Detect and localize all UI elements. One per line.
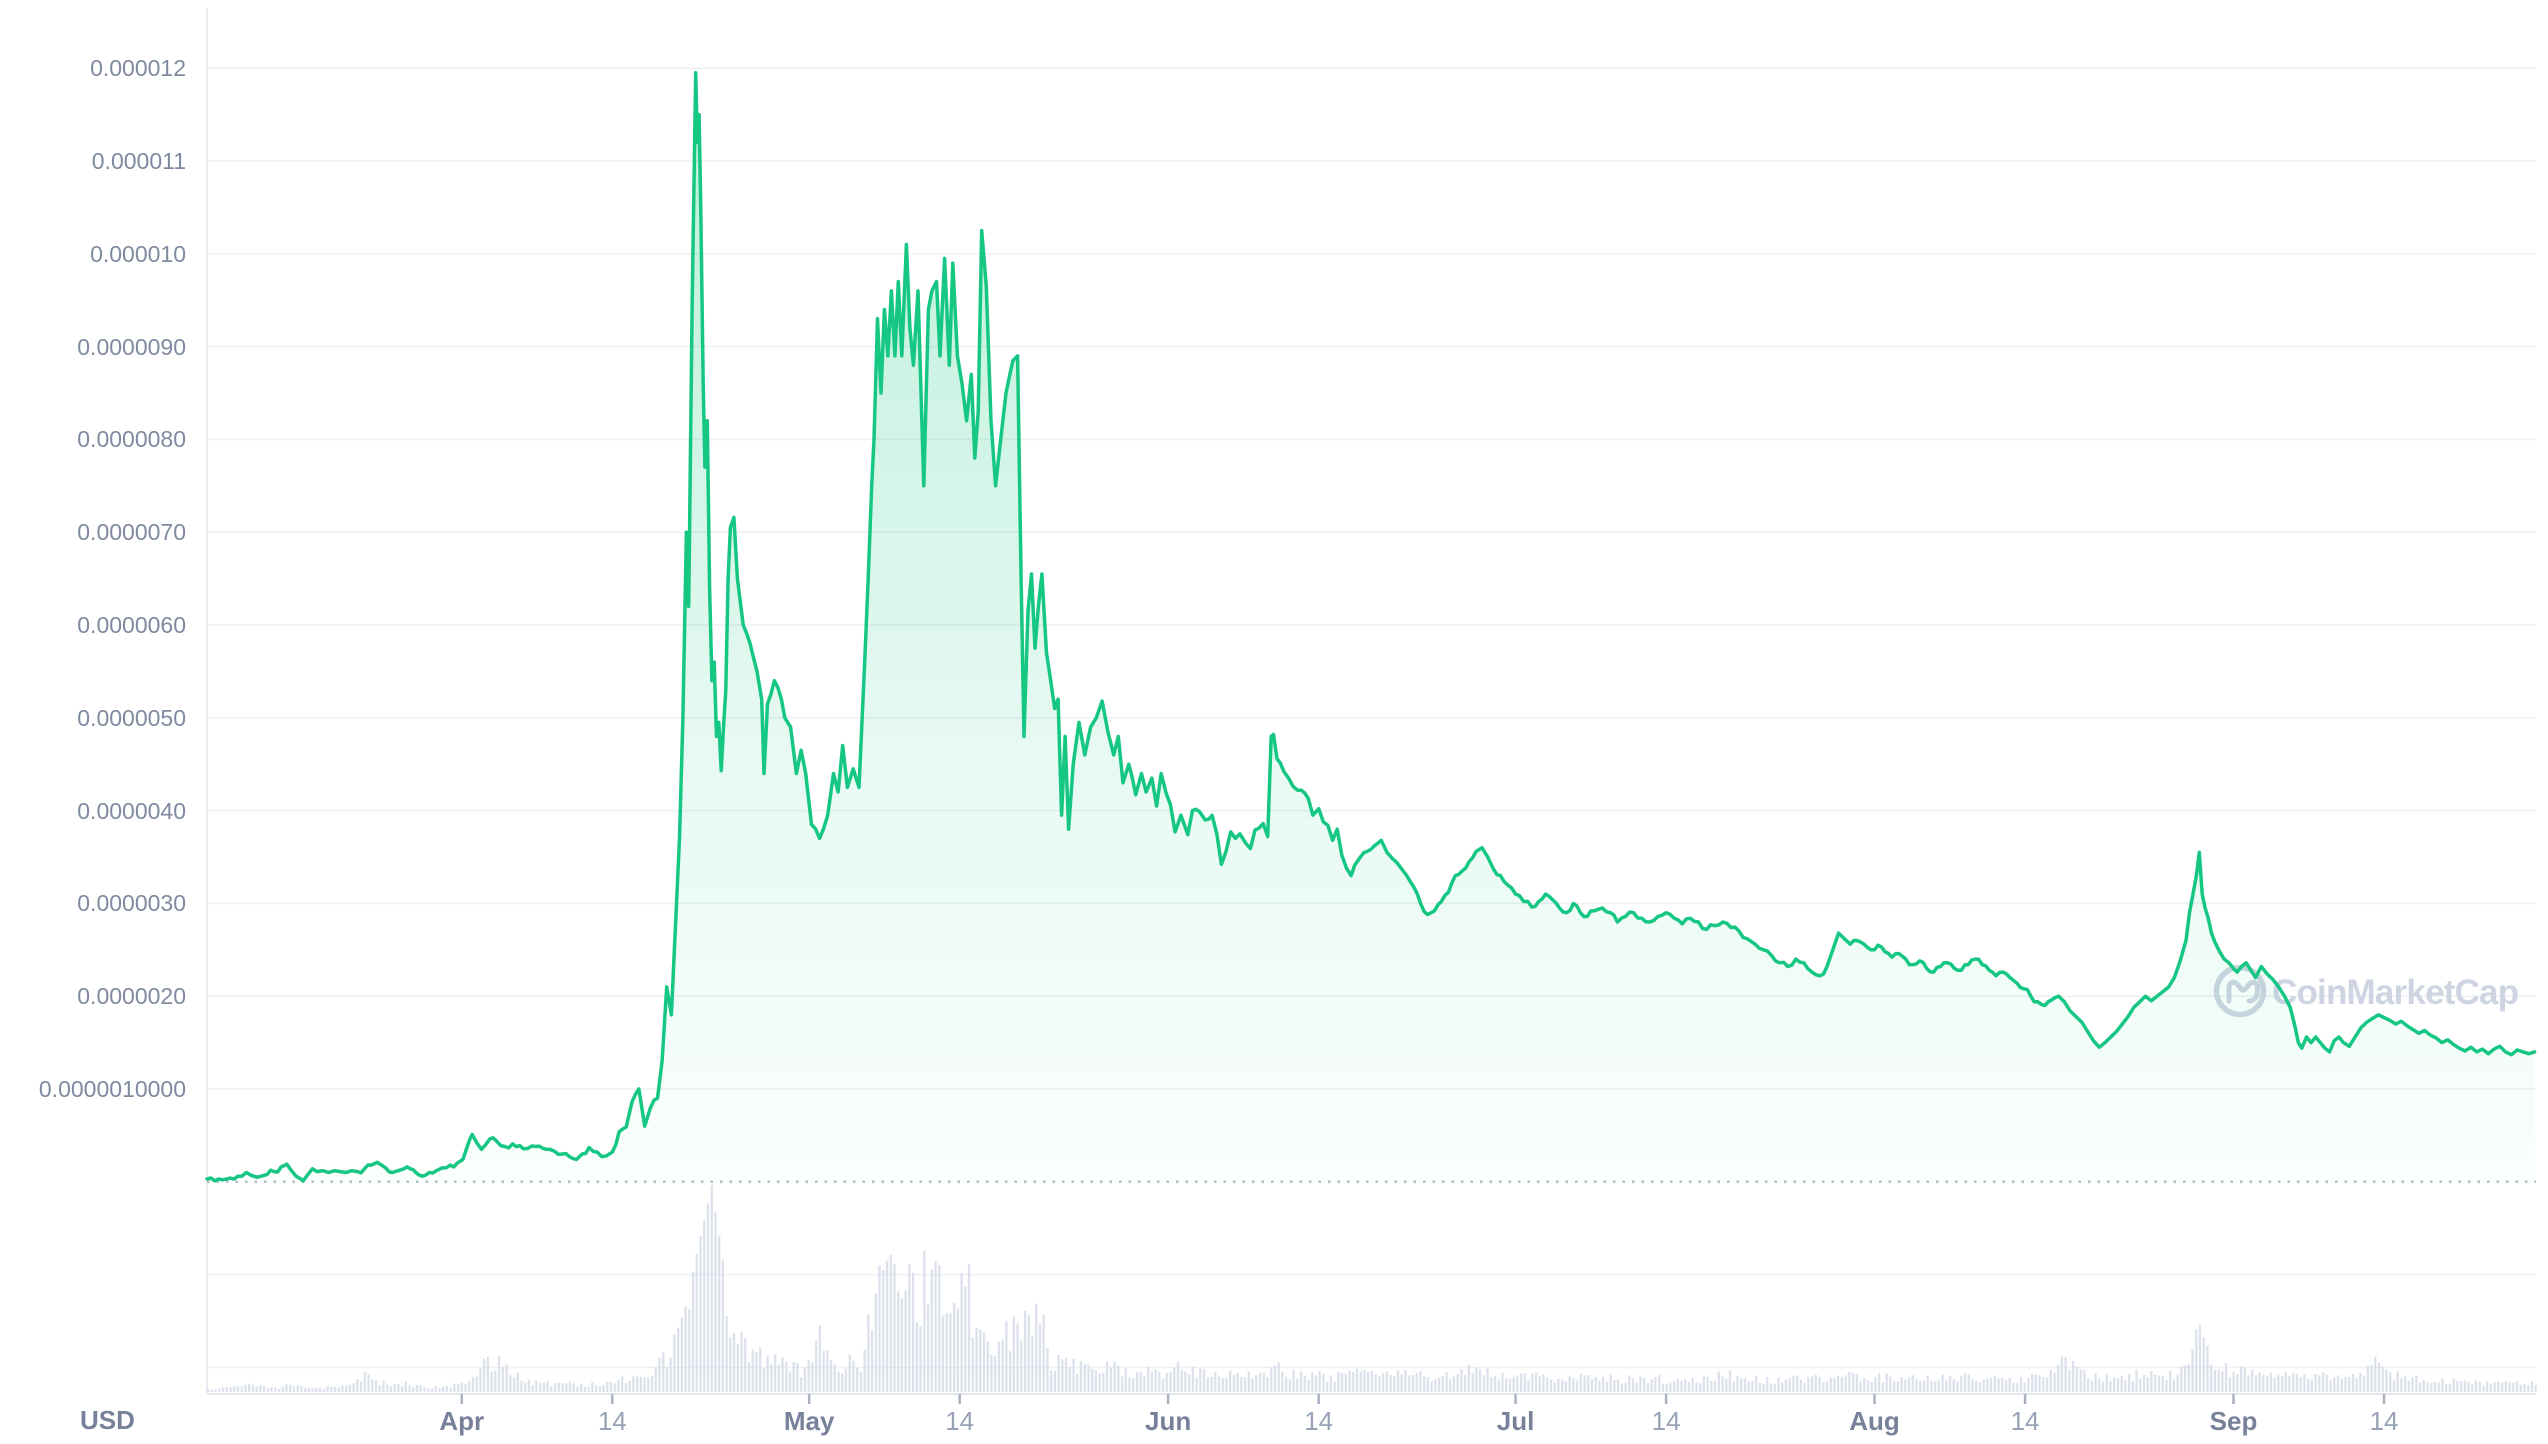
axis-lines (206, 8, 2536, 1395)
volume-bars (207, 1184, 2537, 1392)
x-axis-label-aug: Aug (1849, 1406, 1900, 1436)
y-gridlines (207, 67, 2536, 1369)
y-axis-label: 0.000012 (90, 55, 186, 82)
y-axis-label: 0.0000020 (77, 983, 186, 1010)
x-axis-ticks (460, 1394, 2386, 1404)
x-axis-label-sep: Sep (2209, 1406, 2258, 1436)
y-axis-label: 0.0000040 (77, 797, 186, 824)
y-axis-label: 0.0000030 (77, 890, 186, 917)
y-axis-label: 0.0000070 (77, 519, 186, 546)
x-axis-label-14: 14 (2010, 1406, 2040, 1436)
currency-unit-label: USD (80, 1405, 135, 1435)
x-axis-label-jul: Jul (1496, 1406, 1535, 1436)
x-axis-label-14: 14 (1304, 1406, 1334, 1436)
x-axis-label-14: 14 (597, 1406, 627, 1436)
price-area-fill (207, 72, 2535, 1182)
y-axis-label: 0.0000060 (77, 612, 186, 638)
x-axis-label-14: 14 (1651, 1406, 1681, 1436)
y-axis-label: 0.0000010000 (38, 1076, 186, 1102)
y-axis-label: 0.0000080 (77, 426, 186, 453)
price-line (205, 71, 2537, 1183)
x-axis-label-may: May (783, 1406, 835, 1436)
y-axis-label: 0.000011 (91, 148, 186, 174)
x-axis-label-jun: Jun (1145, 1406, 1192, 1436)
y-axis-label: 0.0000050 (77, 704, 186, 731)
x-axis-label-14: 14 (2369, 1406, 2399, 1436)
watermark-text: CoinMarketCap (2272, 973, 2518, 1012)
y-axis-label: 0.000010 (90, 240, 186, 267)
y-axis-label: 0.0000090 (77, 333, 186, 360)
x-axis-label-apr: Apr (439, 1406, 485, 1436)
x-axis-label-14: 14 (945, 1406, 975, 1436)
